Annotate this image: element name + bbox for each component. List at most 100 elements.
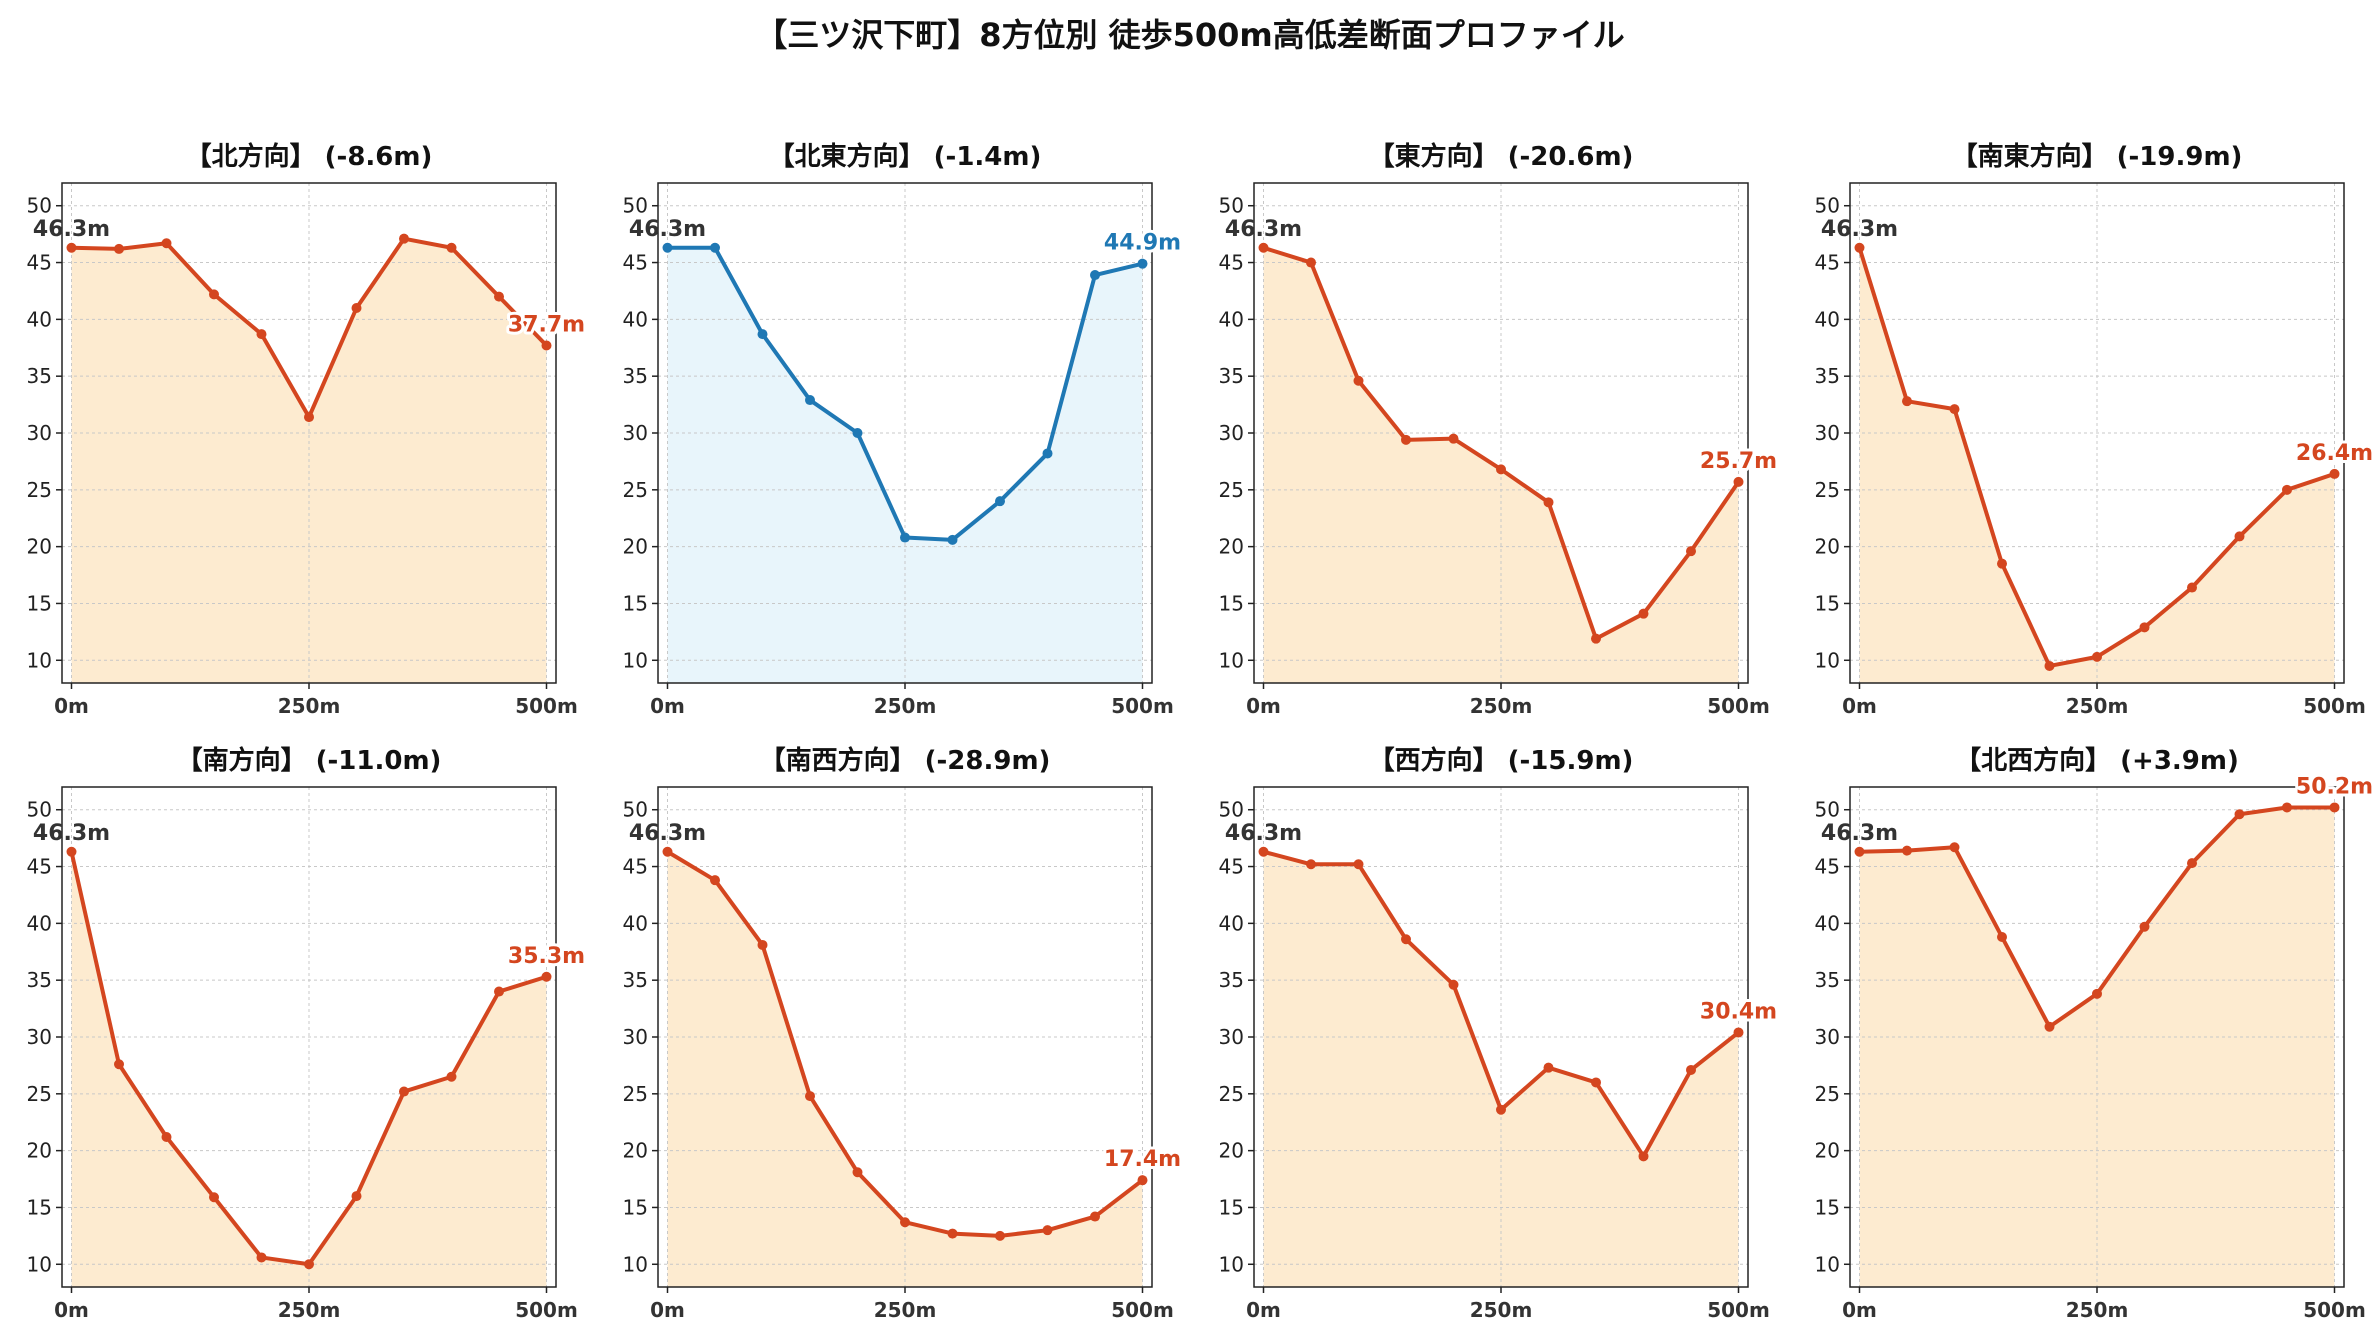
data-point (995, 1230, 1005, 1241)
y-tick-label: 20 (1815, 535, 1840, 559)
data-point (2234, 809, 2245, 820)
data-point (1854, 846, 1865, 857)
chart-title: 【西方向】 (-15.9m) (1369, 745, 1634, 776)
data-point (446, 1071, 457, 1082)
y-tick-label: 10 (623, 648, 648, 672)
data-point (1733, 1027, 1744, 1038)
data-point (114, 243, 124, 254)
x-tick-label: 500m (1111, 694, 1174, 718)
x-tick-label: 0m (1246, 694, 1281, 718)
start-value-label: 46.3m (1225, 821, 1302, 846)
x-tick-label: 500m (1707, 694, 1770, 718)
data-point (399, 1086, 409, 1097)
y-tick-label: 30 (1815, 421, 1840, 445)
chart-title: 【東方向】 (-20.6m) (1369, 141, 1634, 172)
data-point (494, 291, 504, 302)
data-point (1543, 1062, 1554, 1073)
data-point (1448, 979, 1459, 990)
y-tick-label: 45 (623, 855, 648, 879)
data-point (351, 303, 362, 313)
data-point (1686, 546, 1696, 557)
data-point (1353, 375, 1364, 386)
data-point (1258, 846, 1269, 857)
y-tick-label: 25 (623, 1082, 648, 1106)
y-tick-label: 45 (1219, 855, 1244, 879)
y-tick-label: 45 (27, 855, 52, 879)
y-tick-label: 25 (27, 1082, 52, 1106)
x-tick-label: 500m (1111, 1298, 1174, 1322)
data-point (1496, 464, 1506, 475)
end-value-label-halo: 25.7m (1700, 449, 1777, 474)
data-point (2187, 858, 2197, 869)
y-tick-label: 15 (1219, 591, 1244, 615)
data-point (1638, 608, 1649, 619)
data-point (1353, 859, 1364, 870)
end-value-label: 25.7m (1700, 449, 1777, 474)
data-point (1997, 932, 2007, 942)
data-point (1997, 558, 2007, 569)
data-point (1902, 396, 1912, 407)
y-tick-label: 30 (27, 421, 52, 445)
start-value-label: 46.3m (1225, 217, 1302, 242)
data-point (1306, 859, 1316, 870)
area-fill (1263, 247, 1739, 684)
y-tick-label: 10 (1815, 648, 1840, 672)
end-value-label-halo: 30.4m (1700, 999, 1777, 1024)
x-tick-label: 250m (278, 694, 341, 718)
data-point (2187, 582, 2197, 593)
data-point (399, 233, 409, 244)
x-tick-label: 0m (650, 1298, 685, 1322)
y-tick-label: 30 (1219, 421, 1244, 445)
y-tick-label: 40 (623, 911, 648, 935)
y-tick-label: 10 (27, 1252, 52, 1276)
data-point (1306, 257, 1316, 268)
data-point (2139, 622, 2150, 633)
data-point (2139, 921, 2150, 932)
data-point (900, 1217, 910, 1228)
data-point (66, 846, 77, 857)
end-value-label: 35.3m (508, 944, 585, 969)
y-tick-label: 25 (27, 478, 52, 502)
y-tick-label: 15 (27, 591, 52, 615)
end-value-label: 17.4m (1104, 1147, 1181, 1172)
data-point (209, 1192, 219, 1203)
y-tick-label: 45 (1815, 855, 1840, 879)
x-tick-label: 0m (1842, 1298, 1877, 1322)
data-point (494, 986, 504, 997)
x-tick-label: 500m (2303, 1298, 2366, 1322)
end-value-label-halo: 37.7m (508, 313, 585, 338)
data-point (1686, 1064, 1696, 1075)
x-tick-label: 500m (2303, 694, 2366, 718)
y-tick-label: 25 (1219, 1082, 1244, 1106)
data-point (1401, 434, 1411, 445)
y-tick-label: 35 (1219, 968, 1244, 992)
data-point (1543, 497, 1554, 508)
y-tick-label: 50 (623, 194, 648, 218)
y-tick-label: 40 (1219, 911, 1244, 935)
y-tick-label: 35 (27, 968, 52, 992)
y-tick-label: 45 (27, 251, 52, 275)
start-value-label: 46.3m (33, 217, 110, 242)
end-value-label-halo: 50.2m (2296, 774, 2373, 799)
start-value-label: 46.3m (33, 821, 110, 846)
page-title: 【三ツ沢下町】8方位別 徒歩500m高低差断面プロファイル (755, 16, 1625, 54)
y-tick-label: 20 (623, 1139, 648, 1163)
data-point (2092, 988, 2102, 999)
y-tick-label: 50 (1219, 194, 1244, 218)
data-point (710, 875, 720, 886)
y-tick-label: 10 (1219, 648, 1244, 672)
data-point (2282, 484, 2292, 495)
y-tick-label: 20 (27, 1139, 52, 1163)
y-tick-label: 50 (1219, 798, 1244, 822)
data-point (805, 1091, 815, 1102)
start-value-label: 46.3m (629, 821, 706, 846)
data-point (900, 532, 910, 543)
x-tick-label: 250m (1470, 1298, 1533, 1322)
data-point (757, 939, 768, 950)
